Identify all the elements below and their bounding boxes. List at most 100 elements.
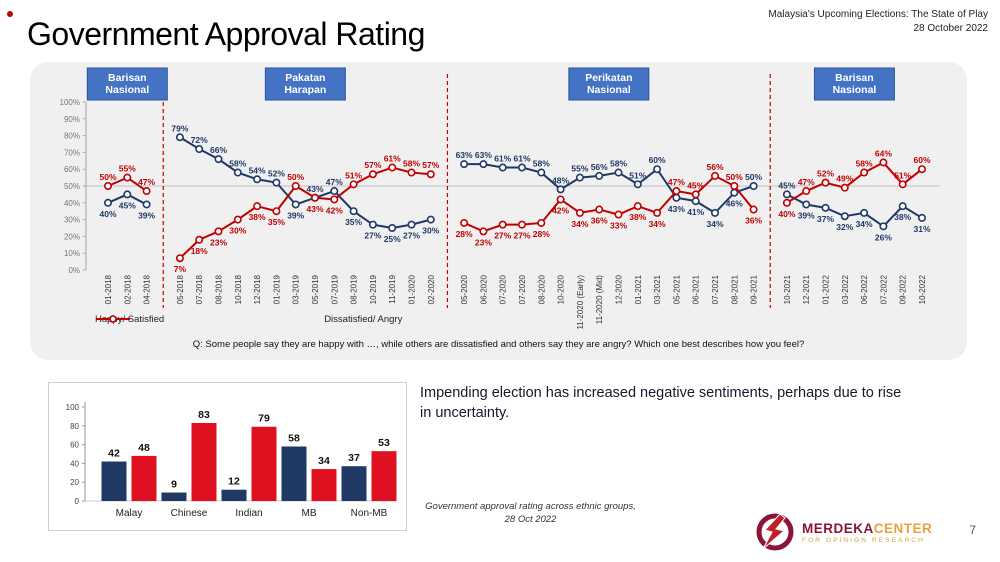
data-label: 39% [138,210,155,220]
data-label: 26% [875,232,892,242]
ethnic-approval-bar-chart: 0 20 40 60 80 100 42 48 Malay 9 83 Chinese 12 79 India… [66,402,397,519]
insight-text: Impending election has increased negativ… [420,385,902,422]
bar-value-label: 42 [108,448,120,460]
bar-value-label: 37 [348,452,360,464]
bar-value-label: 83 [198,409,210,421]
x-tick-label: 06-2020 [479,274,488,304]
data-label: 42% [552,205,569,215]
x-tick-label: 01-2021 [634,274,643,304]
data-label: 52% [268,169,285,179]
data-label: 51% [629,170,646,180]
x-tick-label: 10-2018 [234,274,243,304]
logo-text: MERDEKACENTER FOR OPINION RESEARCH [802,521,932,544]
bar [101,461,127,501]
x-tick-label: 02-2020 [427,274,436,304]
x-tick-label: 08-2018 [215,274,224,304]
data-label: 36% [591,216,608,226]
data-label: 39% [798,210,815,220]
survey-question: Q: Some people say they are happy with …… [192,339,805,350]
data-label: 30% [229,226,246,236]
x-tick-label: 12-2020 [615,274,624,304]
data-label: 60% [913,155,930,165]
x-tick-label: 06-2022 [860,274,869,304]
bar-category-label: Malay [116,508,143,519]
data-label: 47% [798,177,815,187]
data-label: 51% [894,170,911,180]
data-label: 64% [875,148,892,158]
data-label: 43% [668,204,685,214]
svg-text:20: 20 [70,478,79,487]
merdeka-center-logo: MERDEKACENTER FOR OPINION RESEARCH [755,512,932,552]
data-label: 28% [456,229,473,239]
data-label: 34% [706,219,723,229]
svg-text:0: 0 [75,497,80,506]
data-label: 50% [287,172,304,182]
data-label: 31% [913,224,930,234]
data-label: 72% [191,135,208,145]
x-tick-label: 11-2019 [388,274,397,303]
data-label: 43% [306,204,323,214]
approval-trend-panel: 0% 10% 20% 30% 40% 50% 60% 70% 80% 90% 100% Barisan… [30,62,967,360]
data-label: 18% [191,246,208,256]
data-label: 32% [836,222,853,232]
data-label: 50% [99,172,116,182]
data-label: 40% [778,209,795,219]
data-label: 51% [345,170,362,180]
coalition-label-box [813,67,895,101]
data-label: 23% [210,237,227,247]
ethnic-approval-bar-panel: 0 20 40 60 80 100 42 48 Malay 9 83 Chinese 12 79 India… [48,382,407,531]
bar-category-label: Chinese [171,508,208,519]
x-tick-label: 11-2020 (Early) [576,275,585,330]
data-label: 38% [629,212,646,222]
data-label: 45% [778,180,795,190]
bar-value-label: 79 [258,413,270,425]
data-label: 54% [249,165,266,175]
approval-trend-chart: 0% 10% 20% 30% 40% 50% 60% 70% 80% 90% 100% Barisan… [60,67,940,330]
legend-label-dissatisfied: Dissatisfied/ Angry [324,314,403,325]
x-tick-label: 05-2018 [176,274,185,304]
x-tick-label: 01-2018 [104,274,113,304]
data-label: 25% [384,234,401,244]
bar-value-label: 53 [378,437,390,449]
data-label: 47% [326,177,343,187]
data-label: 63% [456,150,473,160]
data-label: 50% [745,172,762,182]
data-label: 27% [403,231,420,241]
svg-text:60%: 60% [64,165,80,174]
x-tick-label: 10-2019 [369,274,378,304]
data-label: 55% [571,164,588,174]
svg-text:70%: 70% [64,148,80,157]
x-tick-label: 01-2020 [408,274,417,304]
data-label: 47% [138,177,155,187]
bar-category-label: Indian [235,508,262,519]
dissatisfied-line-icon [96,315,130,323]
bar-chart-caption: Government approval rating across ethnic… [418,500,643,527]
data-label: 43% [306,184,323,194]
bar-value-label: 48 [138,442,150,454]
x-tick-label: 07-2020 [499,274,508,304]
svg-text:100: 100 [66,403,80,412]
x-tick-label: 02-2018 [123,274,132,304]
x-tick-label: 07-2020 [518,274,527,304]
x-tick-label: 08-2021 [730,274,739,304]
x-tick-label: 12-2021 [802,274,811,304]
data-label: 45% [119,200,136,210]
svg-text:40: 40 [70,459,79,468]
data-label: 57% [364,160,381,170]
data-label: 55% [119,164,136,174]
data-label: 27% [513,231,530,241]
bar [251,426,277,501]
data-label: 49% [836,174,853,184]
x-tick-label: 09-2022 [899,274,908,304]
dissatisfied-line [463,174,755,233]
bar [281,446,307,501]
svg-text:10%: 10% [64,249,80,258]
data-label: 61% [494,154,511,164]
x-tick-label: 03-2021 [653,274,662,304]
x-tick-label: 01-2019 [272,274,281,304]
data-label: 60% [649,155,666,165]
x-tick-label: 07-2018 [195,274,204,304]
x-tick-label: 06-2021 [692,274,701,304]
data-label: 30% [422,226,439,236]
data-label: 36% [745,216,762,226]
